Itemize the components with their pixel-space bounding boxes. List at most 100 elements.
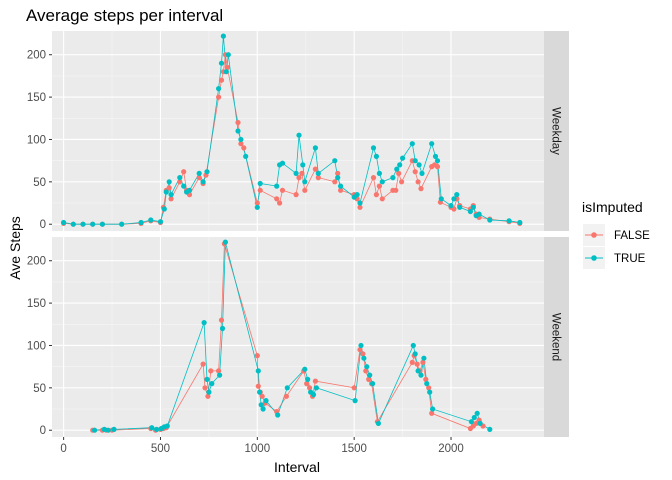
data-point-true: [397, 162, 403, 168]
data-point-true: [296, 132, 302, 138]
data-point-true: [471, 414, 477, 421]
y-tick-label: 0: [40, 219, 46, 231]
data-point-true: [206, 389, 212, 395]
data-point-false: [277, 200, 283, 206]
data-point-true: [260, 406, 266, 412]
data-point-false: [376, 183, 382, 189]
data-point-true: [390, 175, 396, 181]
data-point-true: [254, 204, 260, 210]
data-point-false: [196, 175, 202, 181]
data-point-true: [419, 170, 425, 176]
data-point-true: [302, 366, 308, 372]
panel-background: [52, 31, 544, 231]
data-point-true: [409, 141, 415, 147]
legend-key-point: [591, 232, 597, 238]
data-point-true: [157, 219, 164, 225]
y-tick-label: 200: [27, 50, 46, 62]
data-point-true: [201, 320, 207, 326]
data-point-true: [186, 187, 193, 193]
data-point-true: [257, 180, 263, 187]
data-point-false: [224, 64, 230, 70]
data-point-false: [418, 186, 424, 192]
data-point-false: [370, 175, 377, 181]
data-point-false: [409, 359, 415, 365]
data-point-true: [255, 368, 261, 374]
data-point-false: [208, 368, 214, 374]
data-point-true: [217, 372, 223, 378]
data-point-true: [394, 166, 400, 172]
y-tick-label: 150: [27, 92, 46, 104]
panels-layer: 0 50 100 150 200 Weekday 0 50 100 150 200 Weekend 0 5…: [27, 31, 569, 455]
facet-strip-label: Weekday: [550, 107, 562, 155]
data-point-true: [400, 155, 406, 161]
data-point-true: [373, 153, 379, 159]
data-point-true: [315, 170, 321, 176]
data-point-true: [284, 385, 290, 391]
data-point-true: [279, 160, 286, 166]
data-point-true: [204, 376, 210, 382]
data-point-true: [354, 192, 360, 198]
data-point-false: [166, 185, 172, 191]
y-tick-label: 200: [27, 256, 46, 268]
data-point-true: [138, 219, 144, 226]
data-point-false: [218, 317, 225, 323]
data-point-true: [434, 158, 441, 164]
data-point-true: [310, 392, 317, 398]
data-point-false: [202, 385, 208, 391]
legend-items: FALSE TRUE: [583, 224, 650, 269]
data-point-true: [454, 192, 460, 198]
data-point-true: [90, 221, 96, 227]
data-point-true: [99, 221, 105, 227]
data-point-true: [364, 364, 370, 370]
data-point-true: [412, 158, 418, 164]
data-point-true: [415, 368, 421, 374]
data-point-true: [358, 342, 364, 349]
data-point-false: [304, 381, 310, 387]
data-point-true: [474, 410, 480, 416]
y-tick-label: 150: [27, 298, 46, 310]
data-point-true: [235, 128, 241, 134]
data-point-false: [296, 175, 302, 181]
data-point-true: [257, 389, 263, 395]
legend: isImputed FALSE TRUE: [582, 199, 650, 269]
data-point-false: [373, 192, 379, 198]
data-point-true: [216, 86, 222, 92]
data-point-true: [168, 192, 174, 198]
y-tick-label: 100: [27, 134, 46, 146]
data-point-true: [161, 206, 167, 212]
data-point-true: [223, 69, 229, 75]
facet-strip: [544, 237, 569, 437]
data-point-false: [177, 179, 183, 185]
data-point-true: [412, 351, 418, 357]
data-point-true: [451, 196, 457, 202]
x-axis-title: Interval: [274, 459, 320, 475]
data-point-true: [220, 33, 226, 39]
data-point-true: [448, 203, 454, 209]
data-point-false: [360, 351, 366, 357]
data-point-false: [451, 206, 457, 212]
panel-weekend: 0 50 100 150 200 Weekend: [27, 237, 569, 437]
data-point-true: [204, 169, 210, 175]
data-point-false: [259, 393, 265, 399]
data-point-false: [302, 187, 308, 193]
data-point-false: [205, 393, 211, 399]
y-axis-title: Ave Steps: [7, 216, 23, 280]
data-point-true: [163, 189, 169, 195]
data-point-false: [332, 179, 338, 185]
y-tick-label: 100: [27, 340, 46, 352]
data-point-true: [476, 211, 482, 217]
data-point-true: [275, 412, 281, 418]
data-point-true: [166, 179, 172, 185]
data-point-true: [338, 183, 344, 189]
data-point-true: [418, 372, 424, 378]
data-point-true: [263, 398, 269, 404]
legend-key-point: [591, 255, 597, 261]
x-tick-label: 1500: [341, 443, 367, 455]
data-point-true: [111, 426, 117, 432]
data-point-true: [148, 217, 154, 223]
data-point-true: [332, 158, 338, 164]
data-point-false: [357, 347, 363, 353]
panel-background: [52, 237, 544, 437]
data-point-true: [370, 381, 376, 387]
